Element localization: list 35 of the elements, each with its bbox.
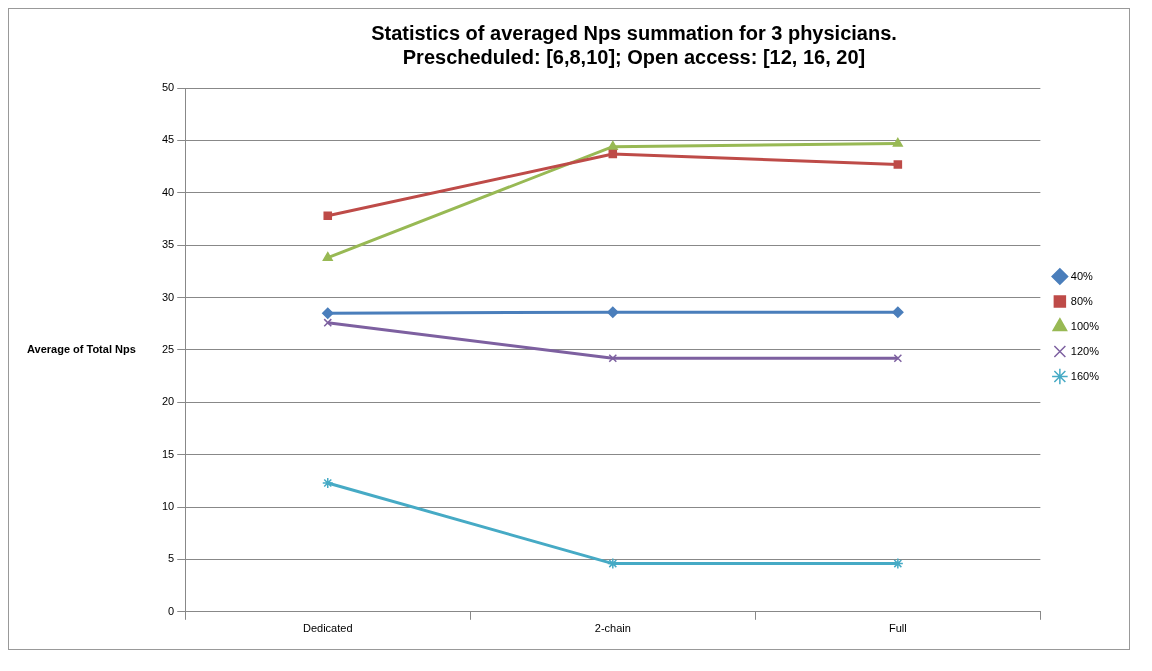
point xyxy=(892,306,904,318)
y-tick-label: 50 xyxy=(161,81,175,94)
x-tick-label: Dedicated xyxy=(302,622,353,635)
point xyxy=(892,137,903,147)
point xyxy=(322,251,333,261)
legend-label: 160% xyxy=(1070,369,1100,382)
y-tick-label: 25 xyxy=(161,342,175,355)
chart-title: Statistics of averaged Nps summation for 3 physicians. Prescheduled: [6,8,10]; Open access: [12, 16, 20] xyxy=(371,21,897,68)
point xyxy=(607,306,619,318)
y-tick-label: 15 xyxy=(161,447,175,460)
y-tick-label: 30 xyxy=(161,290,175,303)
y-tick-label: 40 xyxy=(161,185,175,198)
y-tick-label: 5 xyxy=(168,552,175,565)
y-tick-label: 10 xyxy=(161,500,175,513)
point xyxy=(322,307,334,319)
point xyxy=(607,140,618,150)
point xyxy=(608,354,618,363)
y-tick-label: 0 xyxy=(168,604,175,617)
y-tick-label: 45 xyxy=(161,133,175,146)
y-tick-label: 20 xyxy=(161,395,175,408)
y-tick-label: 35 xyxy=(161,238,175,251)
y-axis-title: Average of Total Nps xyxy=(27,342,136,355)
x-tick-label: Full xyxy=(888,622,907,635)
legend-label: 80% xyxy=(1070,294,1094,307)
point xyxy=(892,557,904,570)
legend-label: 40% xyxy=(1070,269,1094,282)
point xyxy=(323,211,333,221)
legend-label: 100% xyxy=(1070,319,1100,332)
point xyxy=(893,354,903,363)
point xyxy=(608,149,618,159)
point xyxy=(323,318,333,327)
legend-label: 120% xyxy=(1070,344,1100,357)
x-tick-label: 2-chain xyxy=(594,622,631,635)
point xyxy=(322,477,334,489)
point xyxy=(893,160,903,169)
